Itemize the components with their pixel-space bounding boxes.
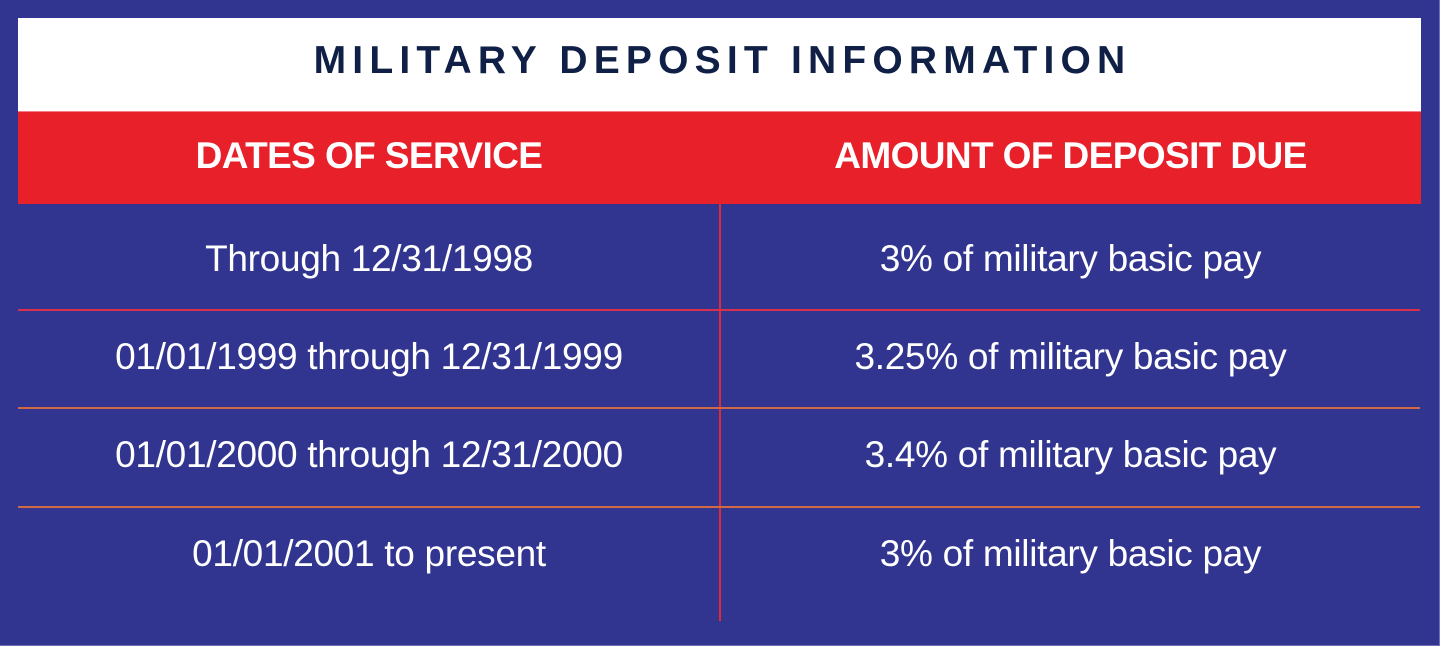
table-header: DATES OF SERVICE AMOUNT OF DEPOSIT DUE xyxy=(18,111,1421,204)
amount-cell: 3% of military basic pay xyxy=(720,212,1421,310)
dates-cell: 01/01/2001 to present xyxy=(18,507,720,605)
title-band: MILITARY DEPOSIT INFORMATION xyxy=(18,18,1421,111)
table-row: 01/01/1999 through 12/31/1999 3.25% of m… xyxy=(18,310,1421,408)
dates-cell: Through 12/31/1998 xyxy=(18,212,720,310)
table-row: 01/01/2000 through 12/31/2000 3.4% of mi… xyxy=(18,408,1421,506)
table-row: Through 12/31/1998 3% of military basic … xyxy=(18,212,1421,310)
column-divider xyxy=(719,204,721,621)
dates-cell-text: 01/01/2000 through 12/31/2000 xyxy=(115,434,623,475)
amount-cell-text: 3.25% of military basic pay xyxy=(854,336,1287,377)
row-divider xyxy=(18,309,1420,311)
row-divider xyxy=(18,506,1420,508)
amount-cell: 3% of military basic pay xyxy=(720,507,1421,605)
amount-cell-text: 3.4% of military basic pay xyxy=(864,434,1277,475)
dates-cell: 01/01/2000 through 12/31/2000 xyxy=(18,408,720,506)
amount-cell-text: 3% of military basic pay xyxy=(879,238,1262,279)
column-header-dates-label: DATES OF SERVICE xyxy=(195,135,543,176)
amount-cell: 3.4% of military basic pay xyxy=(720,408,1421,506)
dates-cell-text: 01/01/2001 to present xyxy=(192,533,546,574)
column-header-amount-label: AMOUNT OF DEPOSIT DUE xyxy=(834,135,1307,176)
page-title: MILITARY DEPOSIT INFORMATION xyxy=(313,38,1132,82)
dates-cell: 01/01/1999 through 12/31/1999 xyxy=(18,310,720,408)
amount-cell-text: 3% of military basic pay xyxy=(879,533,1262,574)
amount-cell: 3.25% of military basic pay xyxy=(720,310,1421,408)
dates-cell-text: 01/01/1999 through 12/31/1999 xyxy=(115,336,623,377)
table-row: 01/01/2001 to present 3% of military bas… xyxy=(18,507,1421,605)
column-header-amount: AMOUNT OF DEPOSIT DUE xyxy=(720,112,1421,204)
dates-cell-text: Through 12/31/1998 xyxy=(205,238,533,279)
row-divider xyxy=(18,407,1420,409)
column-header-dates: DATES OF SERVICE xyxy=(18,112,720,204)
